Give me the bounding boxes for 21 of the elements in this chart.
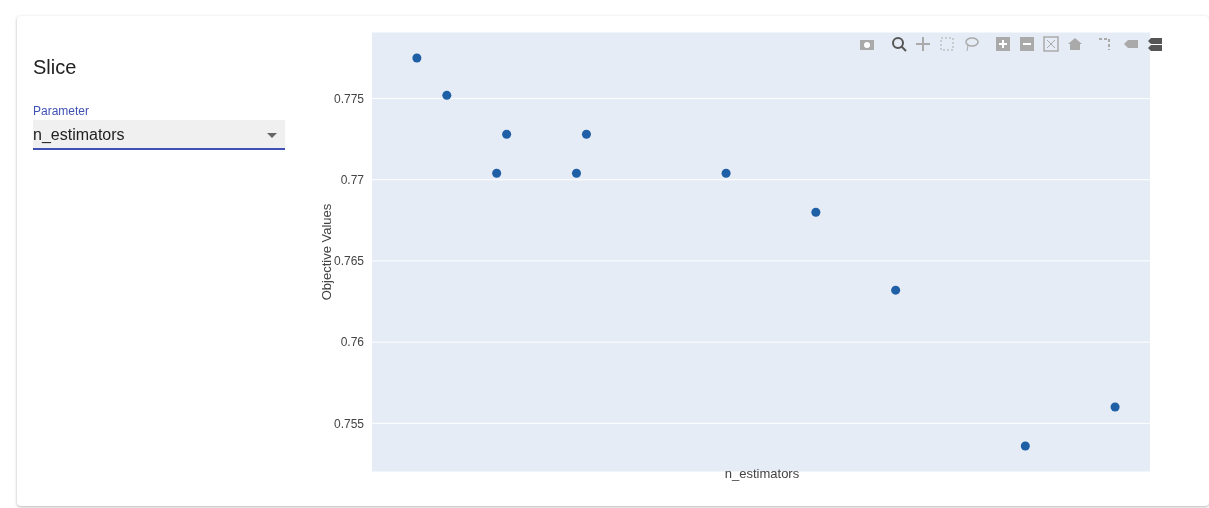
y-tick-label: 0.765	[333, 254, 365, 269]
point	[581, 129, 591, 139]
text: Slice	[33, 56, 77, 79]
text: Parameter	[33, 104, 90, 118]
y-tick-label: 0.775	[333, 91, 365, 106]
point	[1020, 441, 1030, 451]
point	[571, 168, 581, 178]
point	[721, 168, 731, 178]
text: n_estimators	[33, 120, 285, 150]
point	[492, 168, 502, 178]
y-tick-label: 0.76	[340, 335, 365, 350]
y-tick-label: 0.77	[340, 173, 365, 188]
point	[811, 207, 821, 217]
point	[502, 129, 512, 139]
point	[442, 90, 452, 100]
point	[891, 285, 901, 295]
x-axis-title: n_estimators	[723, 466, 801, 481]
y-tick-label: 0.755	[333, 416, 365, 431]
y-axis-title: Objective Values	[318, 203, 334, 301]
point	[412, 53, 422, 63]
point	[1110, 402, 1120, 412]
